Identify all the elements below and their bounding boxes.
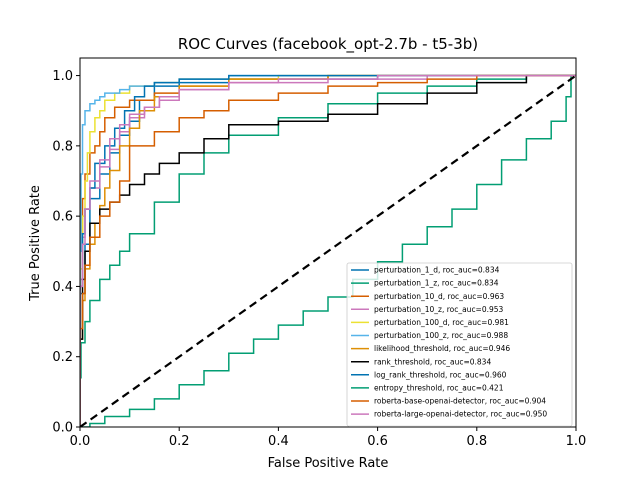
y-tick-label: 0.2 (52, 350, 73, 365)
legend-label: log_rank_threshold, roc_auc=0.960 (374, 370, 507, 379)
y-tick-label: 0.8 (52, 139, 73, 154)
legend-label: rank_threshold, roc_auc=0.834 (374, 357, 491, 366)
legend-label: roberta-large-openai-detector, roc_auc=0… (374, 410, 547, 419)
diagonal-chance-line (80, 74, 576, 427)
y-tick-label: 0.6 (52, 210, 73, 225)
legend-label: likelihood_threshold, roc_auc=0.946 (374, 344, 510, 353)
x-tick-label: 0.8 (466, 434, 487, 449)
axes: 0.0 0.2 0.4 0.6 0.8 1.0 0.0 0.2 0.4 0.6 0.8 1.0 (52, 57, 587, 449)
legend-label: perturbation_100_d, roc_auc=0.981 (374, 318, 509, 327)
y-tick-label: 0.4 (52, 280, 73, 295)
x-tick-label: 0.4 (268, 434, 289, 449)
x-tick-label: 0.0 (70, 434, 91, 449)
x-tick-label: 0.2 (169, 434, 190, 449)
chart-title: ROC Curves (facebook_opt-2.7b - t5-3b) (178, 35, 478, 54)
y-tick-label: 0.0 (52, 421, 73, 436)
y-axis-label: True Positive Rate (28, 185, 43, 302)
legend: perturbation_1_d, roc_auc=0.834 perturbat… (346, 262, 573, 427)
legend-label: perturbation_1_d, roc_auc=0.834 (374, 266, 500, 275)
legend-label: perturbation_10_d, roc_auc=0.963 (374, 292, 504, 301)
x-axis-label: False Positive Rate (268, 456, 389, 471)
plot-area (80, 74, 576, 427)
roc-curve-10 (80, 74, 576, 427)
legend-label: perturbation_1_z, roc_auc=0.834 (374, 279, 499, 288)
legend-label: entropy_threshold, roc_auc=0.421 (374, 384, 504, 393)
legend-label: perturbation_10_z, roc_auc=0.953 (374, 305, 504, 314)
x-tick-label: 1.0 (566, 434, 587, 449)
series-group (80, 74, 576, 427)
axes-frame (79, 57, 577, 428)
roc-curve-12 (80, 74, 576, 427)
roc-curve-11 (80, 74, 576, 427)
legend-box (346, 262, 573, 427)
y-tick-label: 1.0 (52, 69, 73, 84)
x-tick-label: 0.6 (367, 434, 388, 449)
legend-label: perturbation_100_z, roc_auc=0.988 (374, 331, 508, 340)
legend-label: roberta-base-openai-detector, roc_auc=0.… (374, 397, 546, 406)
roc-curve-7 (80, 74, 576, 427)
